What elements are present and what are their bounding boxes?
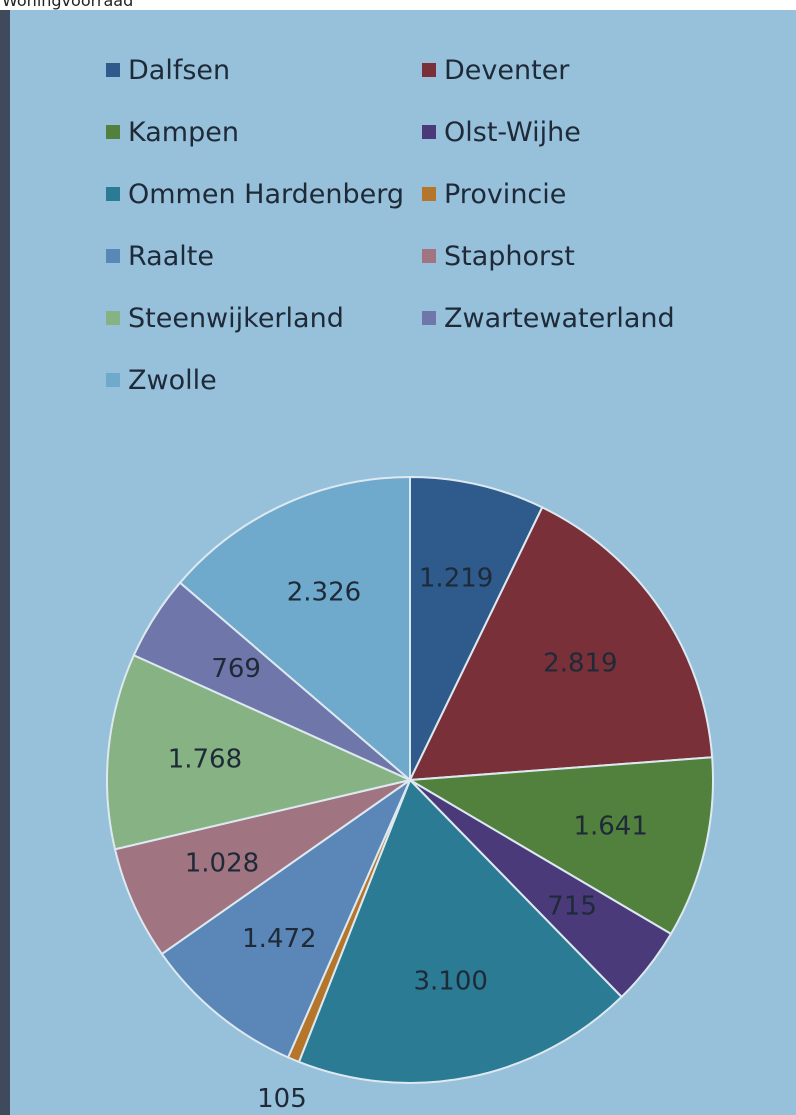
legend-label-provincie: Provincie xyxy=(444,178,567,210)
pie-label-olst-wijhe: 715 xyxy=(547,892,597,922)
cut-header-text: Woningvoorraad xyxy=(2,0,134,10)
pie-label-zwartewaterland: 769 xyxy=(211,654,261,684)
pie-slice-ommen-hardenberg xyxy=(297,778,624,1084)
legend-swatch-dalfsen xyxy=(106,63,120,77)
pie-slice-zwolle xyxy=(178,475,411,783)
legend-swatch-olst-wijhe xyxy=(422,125,436,139)
legend-item-raalte: Raalte xyxy=(106,236,422,276)
pie-slice-deventer xyxy=(408,506,714,782)
legend-label-steenwijkerland: Steenwijkerland xyxy=(128,302,344,334)
legend-label-staphorst: Staphorst xyxy=(444,240,575,272)
legend-item-provincie: Provincie xyxy=(422,174,742,214)
pie-label-ommen-hardenberg: 3.100 xyxy=(413,966,487,996)
pie-slices xyxy=(106,475,714,1084)
legend-item-ommen-hardenberg: Ommen Hardenberg xyxy=(106,174,422,214)
legend-item-dalfsen: Dalfsen xyxy=(106,50,422,90)
legend-item-deventer: Deventer xyxy=(422,50,742,90)
chart-legend: Dalfsen Deventer Kampen Olst-Wijhe Ommen… xyxy=(106,50,746,400)
legend-swatch-steenwijkerland xyxy=(106,311,120,325)
legend-label-raalte: Raalte xyxy=(128,240,214,272)
legend-item-kampen: Kampen xyxy=(106,112,422,152)
legend-swatch-ommen-hardenberg xyxy=(106,187,120,201)
legend-item-zwolle: Zwolle xyxy=(106,360,422,400)
pie-slice-kampen xyxy=(406,756,714,936)
pie-label-staphorst: 1.028 xyxy=(185,849,259,879)
legend-label-dalfsen: Dalfsen xyxy=(128,54,231,86)
legend-swatch-zwolle xyxy=(106,373,120,387)
legend-swatch-deventer xyxy=(422,63,436,77)
pie-label-provincie: 105 xyxy=(257,1084,307,1114)
pie-label-raalte: 1.472 xyxy=(242,924,316,954)
pie-label-kampen: 1.641 xyxy=(573,811,647,841)
pie-label-deventer: 2.819 xyxy=(543,649,617,679)
legend-swatch-staphorst xyxy=(422,249,436,263)
pie-label-dalfsen: 1.219 xyxy=(419,564,493,594)
legend-item-staphorst: Staphorst xyxy=(422,236,742,276)
pie-slice-raalte xyxy=(160,777,413,1059)
legend-label-olst-wijhe: Olst-Wijhe xyxy=(444,116,581,148)
left-border-bar xyxy=(0,10,10,1115)
pie-label-zwolle: 2.326 xyxy=(287,577,361,607)
top-cut-strip: Woningvoorraad xyxy=(0,0,796,10)
legend-item-zwartewaterland: Zwartewaterland xyxy=(422,298,742,338)
legend-label-kampen: Kampen xyxy=(128,116,239,148)
legend-item-olst-wijhe: Olst-Wijhe xyxy=(422,112,742,152)
pie-value-labels: 1.219 2.819 1.641 715 3.100 105 1.472 1.028 1.76… xyxy=(168,564,648,1114)
legend-label-ommen-hardenberg: Ommen Hardenberg xyxy=(128,178,405,210)
legend-swatch-kampen xyxy=(106,125,120,139)
pie-label-steenwijkerland: 1.768 xyxy=(168,745,242,775)
legend-swatch-raalte xyxy=(106,249,120,263)
pie-slice-dalfsen xyxy=(409,475,544,781)
legend-swatch-zwartewaterland xyxy=(422,311,436,325)
legend-swatch-provincie xyxy=(422,187,436,201)
pie-slice-steenwijkerland xyxy=(106,653,414,851)
legend-label-deventer: Deventer xyxy=(444,54,570,86)
legend-label-zwolle: Zwolle xyxy=(128,364,217,396)
legend-label-zwartewaterland: Zwartewaterland xyxy=(444,302,675,334)
legend-item-steenwijkerland: Steenwijkerland xyxy=(106,298,422,338)
